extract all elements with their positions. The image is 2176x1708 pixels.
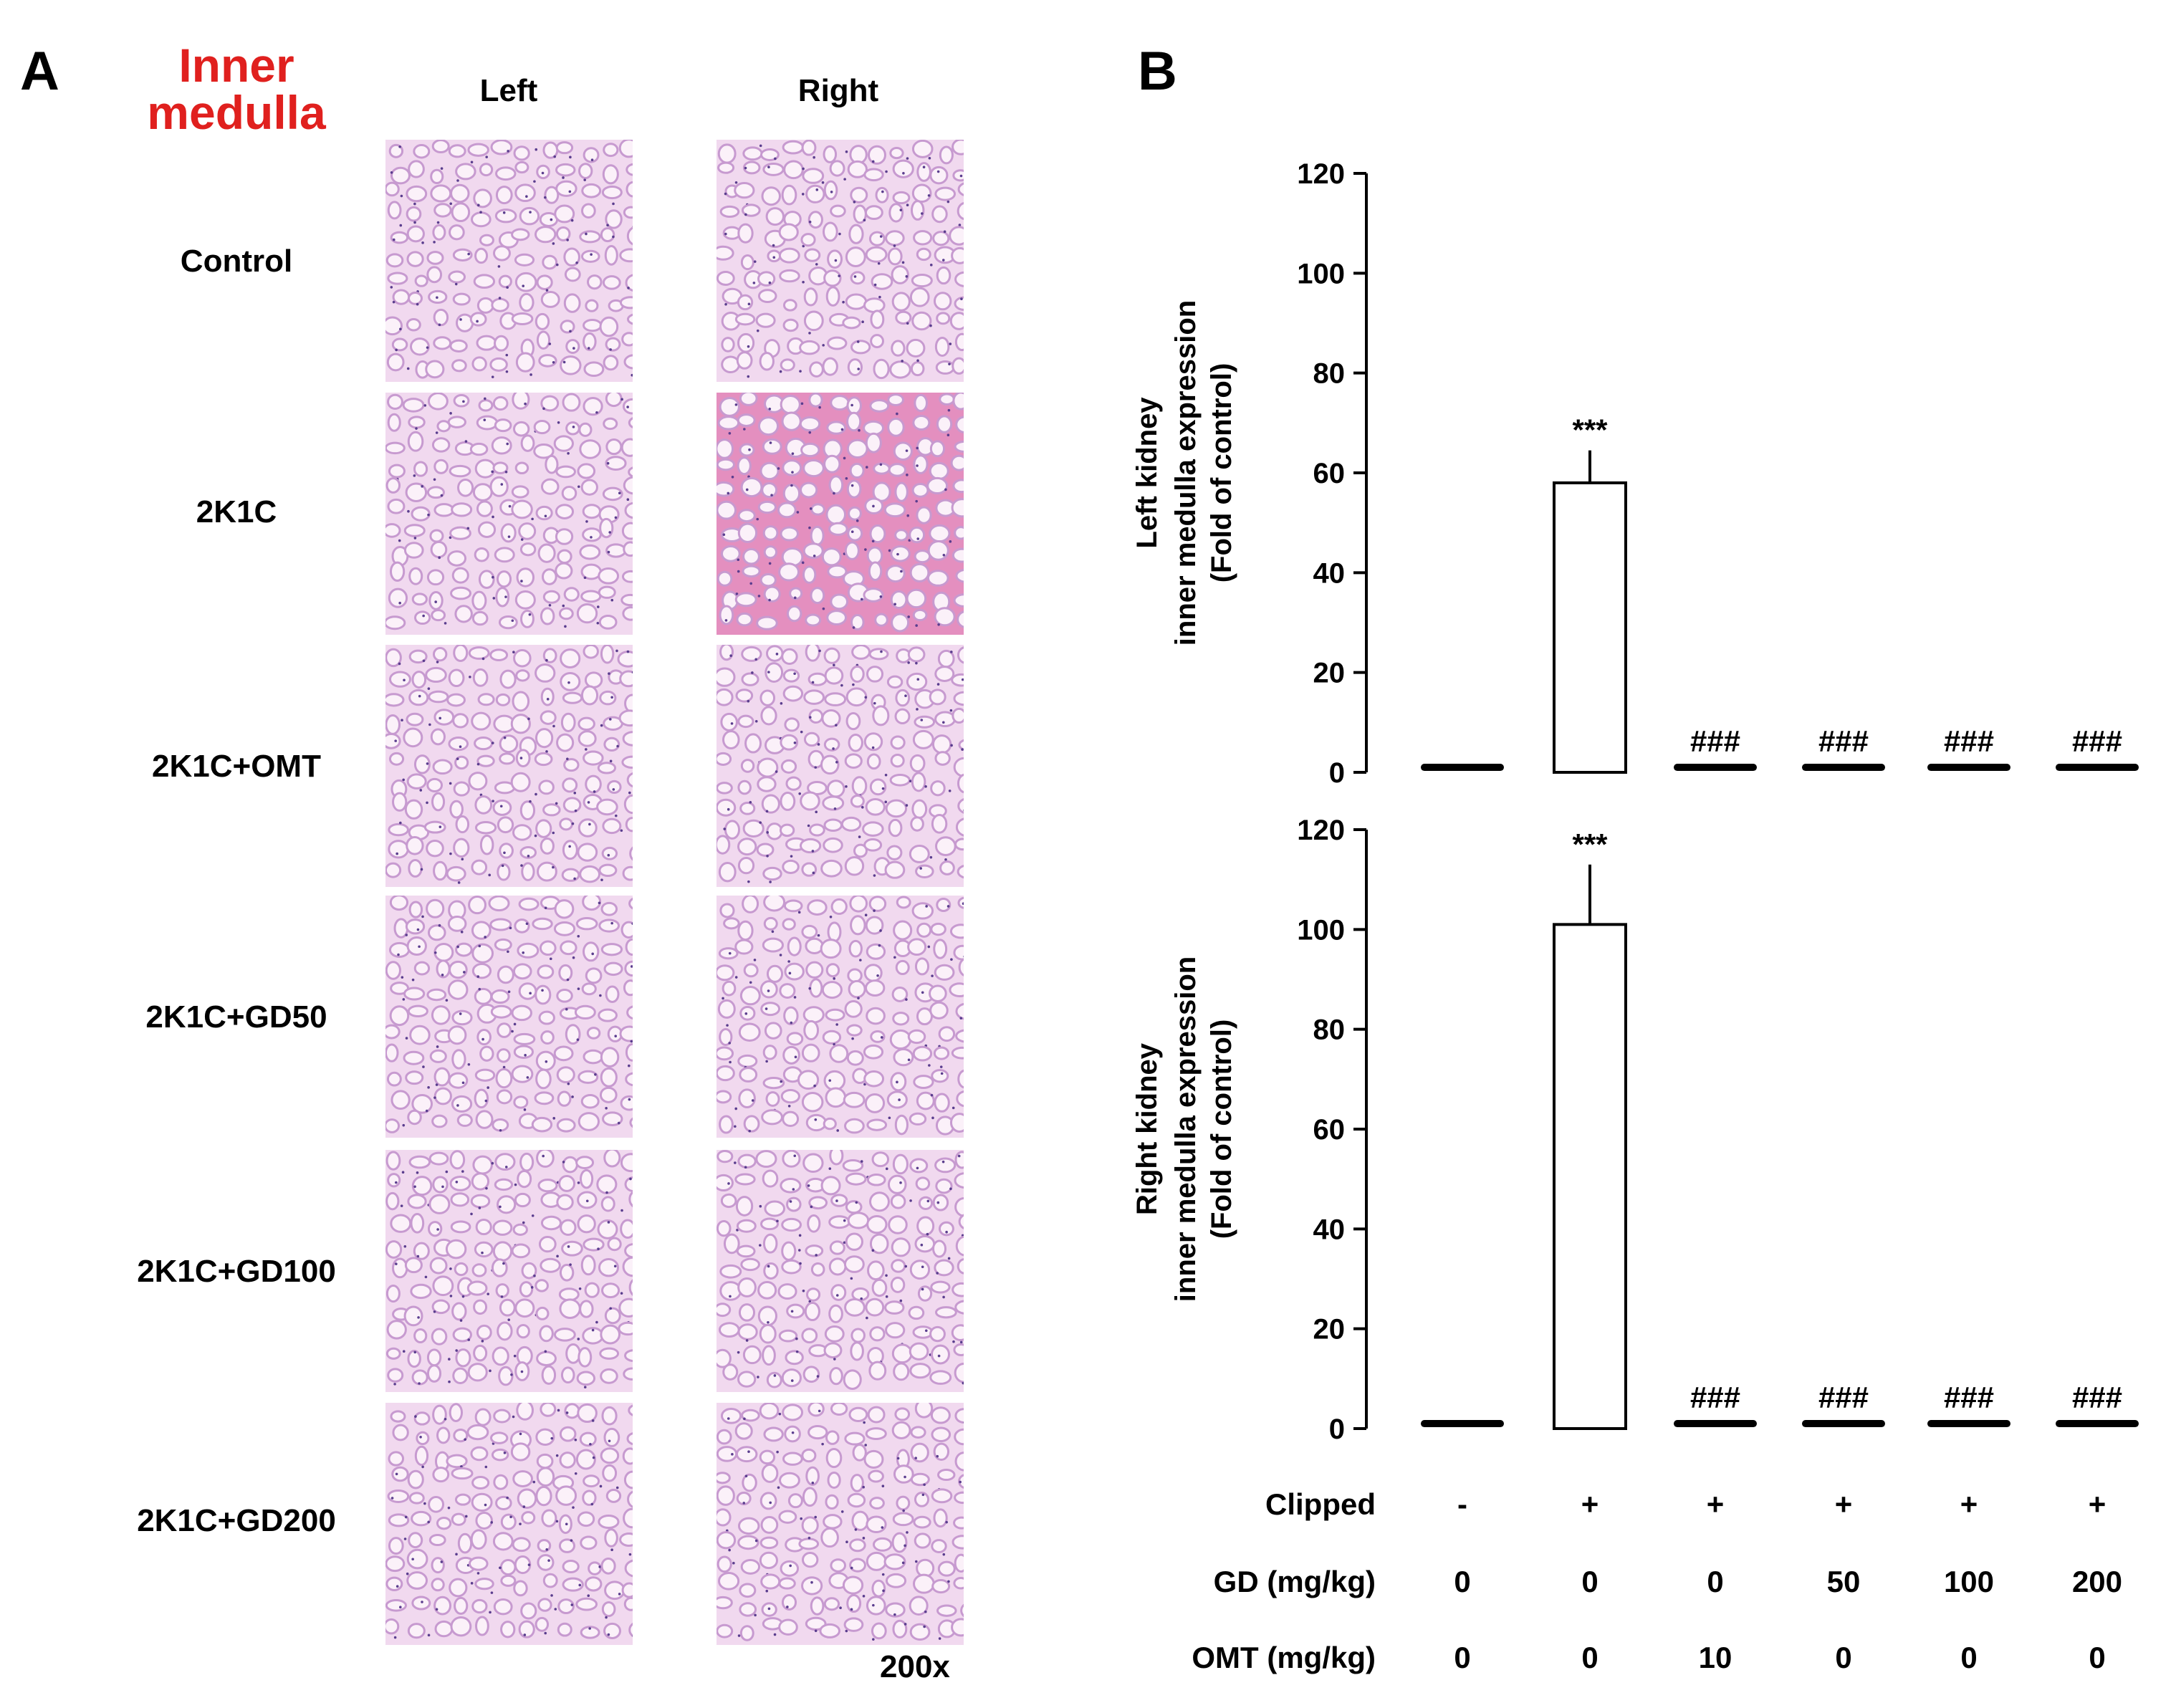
condition-value: 0 bbox=[1707, 1565, 1723, 1598]
y-tick-label: 60 bbox=[1313, 1114, 1346, 1146]
y-tick-label: 80 bbox=[1313, 1014, 1346, 1046]
condition-value: + bbox=[2089, 1487, 2106, 1521]
micrograph-left-2k1c-omt bbox=[385, 645, 633, 887]
row-label-control: Control bbox=[180, 244, 293, 279]
condition-value: 0 bbox=[1581, 1565, 1598, 1598]
column-header-left: Left bbox=[479, 73, 538, 108]
condition-value: 200 bbox=[2072, 1565, 2122, 1598]
condition-label-1: GD (mg/kg) bbox=[1214, 1565, 1376, 1598]
y-axis-label-line: Left kidney bbox=[1131, 397, 1163, 549]
y-tick-label: 20 bbox=[1313, 1314, 1346, 1345]
row-label-2k1c-gd200: 2K1C+GD200 bbox=[137, 1503, 336, 1538]
y-tick-label: 80 bbox=[1313, 358, 1346, 390]
condition-value: 0 bbox=[1835, 1641, 1851, 1674]
condition-value: + bbox=[1581, 1487, 1599, 1521]
bar-2k1c-gd100 bbox=[1927, 1420, 2010, 1428]
y-tick-label: 40 bbox=[1313, 557, 1346, 589]
y-tick-label: 60 bbox=[1313, 458, 1346, 489]
significance-hashes: ### bbox=[2072, 1381, 2122, 1414]
y-tick-label: 100 bbox=[1297, 914, 1345, 946]
condition-value: + bbox=[1707, 1487, 1725, 1521]
bar-2k1c-gd200 bbox=[2056, 764, 2139, 772]
chart-left-kidney: 0 20 40 60 80 100 120 Left kidney inner medulla … bbox=[1131, 158, 2139, 789]
row-label-2k1c-omt: 2K1C+OMT bbox=[152, 749, 321, 784]
bar-2k1c bbox=[1553, 923, 1627, 1431]
significance-hashes: ### bbox=[1818, 724, 1869, 758]
y-tick-label: 0 bbox=[1329, 757, 1345, 789]
significance-hashes: ### bbox=[1818, 1381, 1869, 1414]
bar-2k1c bbox=[1553, 481, 1627, 774]
y-axis-label-line: Right kidney bbox=[1131, 1042, 1163, 1215]
condition-value: 50 bbox=[1827, 1565, 1861, 1598]
micrograph-right-2k1c bbox=[716, 393, 964, 635]
magnification-label: 200x bbox=[880, 1649, 950, 1684]
condition-value: 0 bbox=[1581, 1641, 1598, 1674]
micrograph-right-2k1c-gd100 bbox=[716, 1150, 964, 1392]
bar-control bbox=[1421, 764, 1504, 772]
panel-a-letter: A bbox=[20, 41, 59, 102]
condition-value: 0 bbox=[1454, 1565, 1470, 1598]
y-tick-label: 20 bbox=[1313, 658, 1346, 689]
y-axis-label-line: (Fold of control) bbox=[1206, 363, 1237, 583]
condition-value: 100 bbox=[1944, 1565, 1994, 1598]
bar-control bbox=[1421, 1420, 1504, 1428]
condition-label-2: OMT (mg/kg) bbox=[1192, 1641, 1376, 1674]
bar-2k1c-omt bbox=[1674, 764, 1757, 772]
row-label-2k1c-gd50: 2K1C+GD50 bbox=[145, 999, 327, 1035]
y-tick-label: 120 bbox=[1297, 158, 1345, 190]
row-label-2k1c: 2K1C bbox=[196, 494, 277, 529]
micrograph-left-control bbox=[385, 140, 633, 382]
y-tick-label: 120 bbox=[1297, 815, 1345, 846]
bar-2k1c-gd50 bbox=[1802, 1420, 1885, 1428]
significance-hashes: ### bbox=[1690, 1381, 1740, 1414]
y-tick-label: 0 bbox=[1329, 1414, 1345, 1445]
condition-value: 0 bbox=[2089, 1641, 2105, 1674]
condition-value: + bbox=[1835, 1487, 1853, 1521]
region-title: Inner medulla bbox=[136, 42, 337, 136]
y-tick-label: 100 bbox=[1297, 258, 1345, 289]
column-header-right: Right bbox=[797, 73, 879, 108]
condition-value: 0 bbox=[1960, 1641, 1977, 1674]
y-axis-label-line: (Fold of control) bbox=[1206, 1019, 1237, 1239]
y-axis-label-line: inner medulla expression bbox=[1170, 956, 1202, 1302]
micrograph-left-2k1c-gd100 bbox=[385, 1150, 633, 1392]
bar-2k1c-gd100 bbox=[1927, 764, 2010, 772]
condition-value: 0 bbox=[1454, 1641, 1470, 1674]
y-axis-label-line: inner medulla expression bbox=[1170, 300, 1202, 646]
micrograph-right-2k1c-omt bbox=[716, 645, 964, 887]
significance-hashes: ### bbox=[2072, 724, 2122, 758]
condition-value: + bbox=[1960, 1487, 1978, 1521]
micrograph-right-2k1c-gd50 bbox=[716, 896, 964, 1138]
chart-right-kidney: 0 20 40 60 80 100 120 Right kidney inner medulla… bbox=[1131, 815, 2139, 1445]
condition-value: - bbox=[1457, 1487, 1467, 1521]
row-label-2k1c-gd100: 2K1C+GD100 bbox=[137, 1254, 336, 1289]
significance-hashes: ### bbox=[1944, 724, 1994, 758]
region-title-line1: Inner bbox=[178, 39, 294, 92]
condition-label-0: Clipped bbox=[1265, 1487, 1376, 1521]
bar-2k1c-gd200 bbox=[2056, 1420, 2139, 1428]
significance-hashes: ### bbox=[1944, 1381, 1994, 1414]
y-tick-label: 40 bbox=[1313, 1214, 1346, 1245]
region-title-line2: medulla bbox=[147, 86, 326, 139]
panel-b-letter: B bbox=[1138, 41, 1177, 102]
micrograph-left-2k1c bbox=[385, 393, 633, 635]
significance-stars: *** bbox=[1572, 827, 1608, 861]
micrograph-left-2k1c-gd200 bbox=[385, 1403, 633, 1645]
micrograph-left-2k1c-gd50 bbox=[385, 896, 633, 1138]
condition-value: 10 bbox=[1699, 1641, 1732, 1674]
significance-hashes: ### bbox=[1690, 724, 1740, 758]
micrograph-right-2k1c-gd200 bbox=[716, 1403, 964, 1645]
significance-stars: *** bbox=[1572, 413, 1608, 447]
micrograph-right-control bbox=[716, 140, 964, 382]
bar-2k1c-gd50 bbox=[1802, 764, 1885, 772]
bar-2k1c-omt bbox=[1674, 1420, 1757, 1428]
